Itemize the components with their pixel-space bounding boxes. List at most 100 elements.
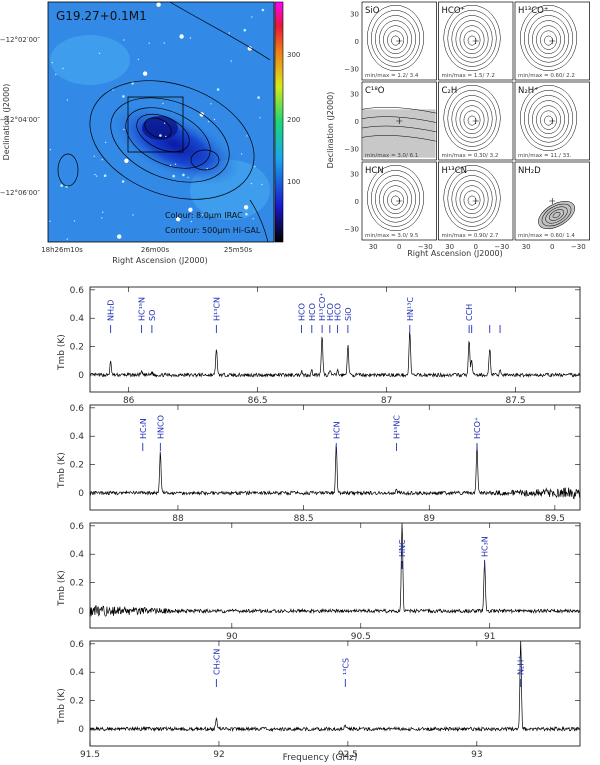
star bbox=[112, 89, 114, 91]
molecule-label: H¹³CN bbox=[212, 297, 221, 321]
spectrum-trace bbox=[89, 443, 581, 500]
contour-line bbox=[519, 4, 578, 72]
contour-line bbox=[463, 30, 481, 50]
star bbox=[176, 217, 181, 222]
xtick-label: 91 bbox=[484, 632, 495, 642]
spectrum-frame bbox=[89, 640, 581, 747]
contour-line bbox=[391, 195, 400, 206]
contour-line bbox=[451, 95, 493, 143]
grid-ytick: 0 bbox=[355, 38, 359, 46]
star bbox=[123, 39, 125, 41]
ytick-label: 0.4 bbox=[70, 314, 85, 324]
contour-line bbox=[544, 115, 553, 126]
molecule-label: HNC bbox=[398, 539, 407, 557]
molecule-label: HCO⁺ bbox=[473, 417, 482, 439]
panel-molecule-name: HCO⁺ bbox=[442, 6, 466, 16]
star bbox=[259, 117, 261, 119]
contour-line bbox=[463, 190, 481, 210]
star bbox=[60, 184, 63, 187]
spectrum-panel: 0 0.2 0.4 0.6 91.5 92 92.5 93 Tmb (K) CH₃CN ¹³CS N₂… bbox=[57, 640, 581, 760]
grid-xtick: 0 bbox=[397, 243, 401, 251]
grid-ytick: −30 bbox=[344, 225, 359, 233]
moment-map-panel: SiO min/max = 1.2/ 3.4 30 0 −30 bbox=[344, 1, 437, 81]
contour-line bbox=[379, 180, 412, 219]
contour-line bbox=[459, 185, 485, 215]
star bbox=[49, 148, 52, 151]
star bbox=[98, 52, 101, 54]
molecule-label: HC¹⁵N bbox=[138, 297, 147, 321]
molecule-label: N₂H⁺ bbox=[517, 656, 526, 675]
image-xtick-1: 18h26m10s bbox=[41, 246, 83, 254]
grid-xtick: 30 bbox=[445, 243, 454, 251]
star bbox=[207, 120, 210, 123]
star bbox=[174, 163, 177, 165]
panel-molecule-name: C¹⁸O bbox=[365, 86, 385, 96]
spectra-panels: 0 0.2 0.4 0.6 86 86.5 87 87.5 Tmb (K) NH₂D HC¹⁵N SO… bbox=[57, 286, 581, 760]
star bbox=[190, 220, 193, 223]
molecule-label: HCO bbox=[308, 303, 317, 321]
star bbox=[51, 61, 53, 64]
xtick-label: 86.5 bbox=[248, 396, 268, 406]
contour-line bbox=[371, 10, 421, 67]
ytick-label: 0.2 bbox=[70, 579, 84, 589]
contour-line bbox=[361, 116, 437, 123]
cbar-tick-300: 300 bbox=[287, 51, 300, 59]
contour-line bbox=[467, 115, 477, 126]
moment-map-panel: C¹⁸O min/max = 3.0/ 6.1 30 0 −30 bbox=[344, 81, 437, 161]
center-cross bbox=[396, 198, 403, 204]
contour-line bbox=[391, 35, 400, 46]
star bbox=[163, 122, 166, 124]
zoom-box bbox=[127, 96, 184, 153]
star bbox=[148, 42, 150, 44]
ytick-label: 0 bbox=[78, 489, 84, 499]
grid-xtick: −30 bbox=[418, 243, 433, 251]
spectrum-trace bbox=[89, 522, 581, 617]
moment-map-panel: H¹³CN min/max = 0.90/ 2.7 30 0 −30 bbox=[438, 161, 514, 251]
star bbox=[162, 102, 164, 105]
star bbox=[247, 46, 252, 51]
moment-map-panel: N₂H⁺ min/max = 11./ 33. bbox=[514, 81, 590, 161]
xtick-label: 87 bbox=[381, 396, 392, 406]
star bbox=[103, 174, 107, 177]
panel-min-max: min/max = 0.90/ 2.7 bbox=[442, 233, 499, 239]
molecule-label: HCO bbox=[334, 303, 343, 321]
molecule-label: NH₂D bbox=[107, 300, 116, 321]
contour-line bbox=[455, 20, 489, 59]
spectrum-frame bbox=[89, 286, 581, 393]
star bbox=[101, 159, 104, 161]
contour-line bbox=[463, 110, 481, 130]
contour-line bbox=[443, 84, 501, 152]
ytick-label: 0.4 bbox=[70, 432, 85, 442]
xtick-label: 93 bbox=[471, 750, 482, 760]
grid-ytick: 0 bbox=[355, 118, 359, 126]
moment-map-panel: HCN min/max = 3.0/ 9.5 30 0 −30 30 0 −30 bbox=[344, 161, 437, 251]
panel-molecule-name: HCN bbox=[365, 166, 384, 176]
molecule-label: HCO bbox=[297, 303, 306, 321]
center-cross bbox=[396, 38, 403, 44]
molecule-label: ¹³CS bbox=[341, 658, 350, 675]
xtick-label: 86 bbox=[123, 396, 135, 406]
contour-line bbox=[528, 95, 569, 143]
contour-line bbox=[366, 4, 425, 72]
star bbox=[94, 173, 96, 176]
molecule-label: HC₃N bbox=[481, 536, 490, 557]
molecule-label: CCH bbox=[465, 304, 474, 321]
contour-line bbox=[387, 190, 404, 210]
star bbox=[163, 42, 165, 44]
center-cross bbox=[472, 118, 479, 124]
contour-line bbox=[375, 15, 416, 63]
panel-min-max: min/max = 1.2/ 3.4 bbox=[365, 73, 419, 79]
contour-line bbox=[379, 20, 412, 59]
star bbox=[189, 37, 192, 39]
panel-min-max: min/max = 0.30/ 3.2 bbox=[442, 153, 499, 159]
spectrum-panel: 0 0.2 0.4 0.6 90 90.5 91 Tmb (K) HNC HC₃N bbox=[57, 522, 581, 642]
ytick-label: 0 bbox=[78, 725, 84, 735]
star bbox=[246, 135, 248, 137]
ytick-label: 0 bbox=[78, 371, 84, 381]
contour-line bbox=[447, 170, 497, 227]
contour-line bbox=[451, 175, 493, 223]
panel-min-max: min/max = 0.60/ 1.4 bbox=[518, 233, 575, 239]
ytick-label: 0.6 bbox=[70, 640, 85, 650]
contour-line bbox=[371, 170, 421, 227]
spectrum-ylabel: Tmb (K) bbox=[57, 688, 67, 725]
